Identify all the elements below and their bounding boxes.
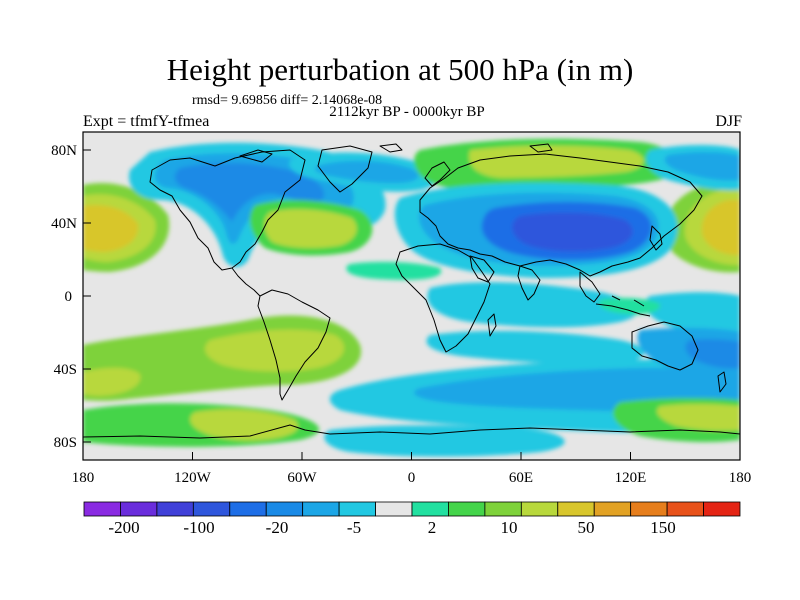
coast-india bbox=[517, 265, 541, 301]
coast-new-zealand bbox=[717, 371, 727, 393]
lat-label-0: 0 bbox=[65, 289, 73, 305]
colorbar-label-6: 50 bbox=[578, 518, 595, 537]
lon-label-0: 0 bbox=[408, 470, 416, 486]
lon-label-180w: 180 bbox=[72, 470, 95, 486]
colorbar-swatch bbox=[448, 501, 486, 517]
colorbar bbox=[83, 501, 741, 517]
coast-africa bbox=[395, 243, 491, 353]
coast-south-america bbox=[257, 289, 331, 401]
colorbar-swatch bbox=[666, 501, 704, 517]
colorbar-label-7: 150 bbox=[650, 518, 676, 537]
field-southern-yellow-east bbox=[656, 403, 740, 431]
colorbar-swatch bbox=[192, 501, 231, 517]
coast-madagascar bbox=[487, 313, 497, 337]
field-south-pacific-yellow bbox=[204, 329, 345, 372]
field-southern-yellow-west bbox=[190, 409, 299, 441]
colorbar-swatch bbox=[630, 501, 668, 517]
lon-label-180e: 180 bbox=[729, 470, 752, 486]
field-indian-cyan bbox=[426, 330, 644, 364]
field-canada-darkblue bbox=[174, 162, 325, 222]
colorbar-label-0: -200 bbox=[108, 518, 139, 537]
field-atlantic-yellow bbox=[264, 209, 357, 249]
lat-label-80n: 80N bbox=[51, 143, 77, 159]
lat-label-40s: 40S bbox=[54, 362, 77, 378]
colorbar-swatch bbox=[703, 501, 741, 517]
lon-label-60e: 60E bbox=[509, 470, 533, 486]
period-text: 2112kyr BP - 0000kyr BP bbox=[329, 104, 485, 120]
colorbar-swatch bbox=[593, 501, 632, 517]
lat-label-80s: 80S bbox=[54, 435, 77, 451]
field-north-pacific-orange bbox=[83, 204, 139, 252]
field-northeast-blue bbox=[664, 152, 740, 181]
experiment-label: Expt = tfmfY-tfmea bbox=[83, 113, 210, 130]
field-tropical-green-2 bbox=[599, 297, 661, 315]
lon-label-120w: 120W bbox=[174, 470, 212, 486]
lat-label-40n: 40N bbox=[51, 216, 77, 232]
coast-indonesia bbox=[595, 295, 651, 317]
coastlines bbox=[83, 143, 740, 439]
colorbar-swatch bbox=[302, 501, 340, 517]
field-tropical-green-1 bbox=[346, 261, 442, 280]
colorbar-swatch bbox=[156, 501, 194, 517]
chart-title: Height perturbation at 500 hPa (in m) bbox=[166, 52, 634, 87]
field-tropical-cyan-2 bbox=[644, 292, 740, 336]
colorbar-swatch bbox=[411, 501, 449, 517]
colorbar-swatch bbox=[83, 501, 121, 517]
field-arctic-yellow bbox=[469, 145, 644, 178]
coast-arabia bbox=[469, 255, 495, 283]
colorbar-label-2: -20 bbox=[266, 518, 289, 537]
coast-arctic-islands bbox=[239, 143, 553, 163]
colorbar-swatch bbox=[338, 501, 376, 517]
field-west-pacific-orange bbox=[701, 200, 740, 256]
colorbar-swatch bbox=[557, 501, 595, 517]
coast-scandinavia bbox=[424, 161, 451, 187]
coast-australia bbox=[631, 321, 699, 371]
lat-labels: 80N 40N 0 40S 80S bbox=[51, 143, 77, 451]
coast-japan bbox=[649, 225, 663, 251]
coast-greenland bbox=[317, 145, 373, 193]
field-australia-darkblue bbox=[685, 339, 740, 369]
colorbar-label-1: -100 bbox=[183, 518, 214, 537]
height-field bbox=[83, 132, 740, 460]
field-midatlantic-blue bbox=[314, 160, 419, 184]
field-antarctic-cyan bbox=[324, 425, 565, 457]
colorbar-swatch bbox=[520, 501, 559, 517]
lon-label-60w: 60W bbox=[287, 470, 317, 486]
colorbar-swatch bbox=[484, 501, 522, 517]
colorbar-swatch bbox=[265, 501, 304, 517]
colorbar-label-5: 10 bbox=[501, 518, 518, 537]
colorbar-label-3: -5 bbox=[347, 518, 361, 537]
axis-ticks bbox=[82, 149, 741, 460]
lon-label-120e: 120E bbox=[615, 470, 647, 486]
coast-southeast-asia bbox=[579, 271, 601, 303]
colorbar-labels: -200 -100 -20 -5 2 10 50 150 bbox=[108, 518, 675, 537]
colorbar-swatch bbox=[375, 501, 413, 517]
field-asia-core bbox=[512, 212, 633, 252]
colorbar-label-4: 2 bbox=[428, 518, 437, 537]
field-southwest-yellow bbox=[83, 367, 141, 396]
coast-eurasia bbox=[419, 153, 703, 277]
coast-central-america bbox=[231, 267, 261, 297]
season-label: DJF bbox=[715, 113, 742, 130]
lon-labels: 180 120W 60W 0 60E 120E 180 bbox=[72, 470, 752, 486]
stats-text: rmsd= 9.69856 diff= 2.14068e-08 bbox=[192, 93, 383, 108]
coast-antarctica bbox=[83, 424, 740, 439]
colorbar-swatch bbox=[120, 501, 158, 517]
colorbar-swatch bbox=[229, 501, 267, 517]
coast-north-america bbox=[149, 149, 306, 271]
